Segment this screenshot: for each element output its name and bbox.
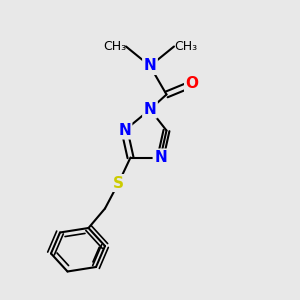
- Text: N: N: [154, 150, 167, 165]
- Text: CH₃: CH₃: [103, 40, 126, 53]
- Text: N: N: [144, 58, 156, 74]
- Text: N: N: [144, 102, 156, 117]
- Text: O: O: [185, 76, 199, 92]
- Text: S: S: [113, 176, 124, 190]
- Text: CH₃: CH₃: [174, 40, 197, 53]
- Text: N: N: [118, 123, 131, 138]
